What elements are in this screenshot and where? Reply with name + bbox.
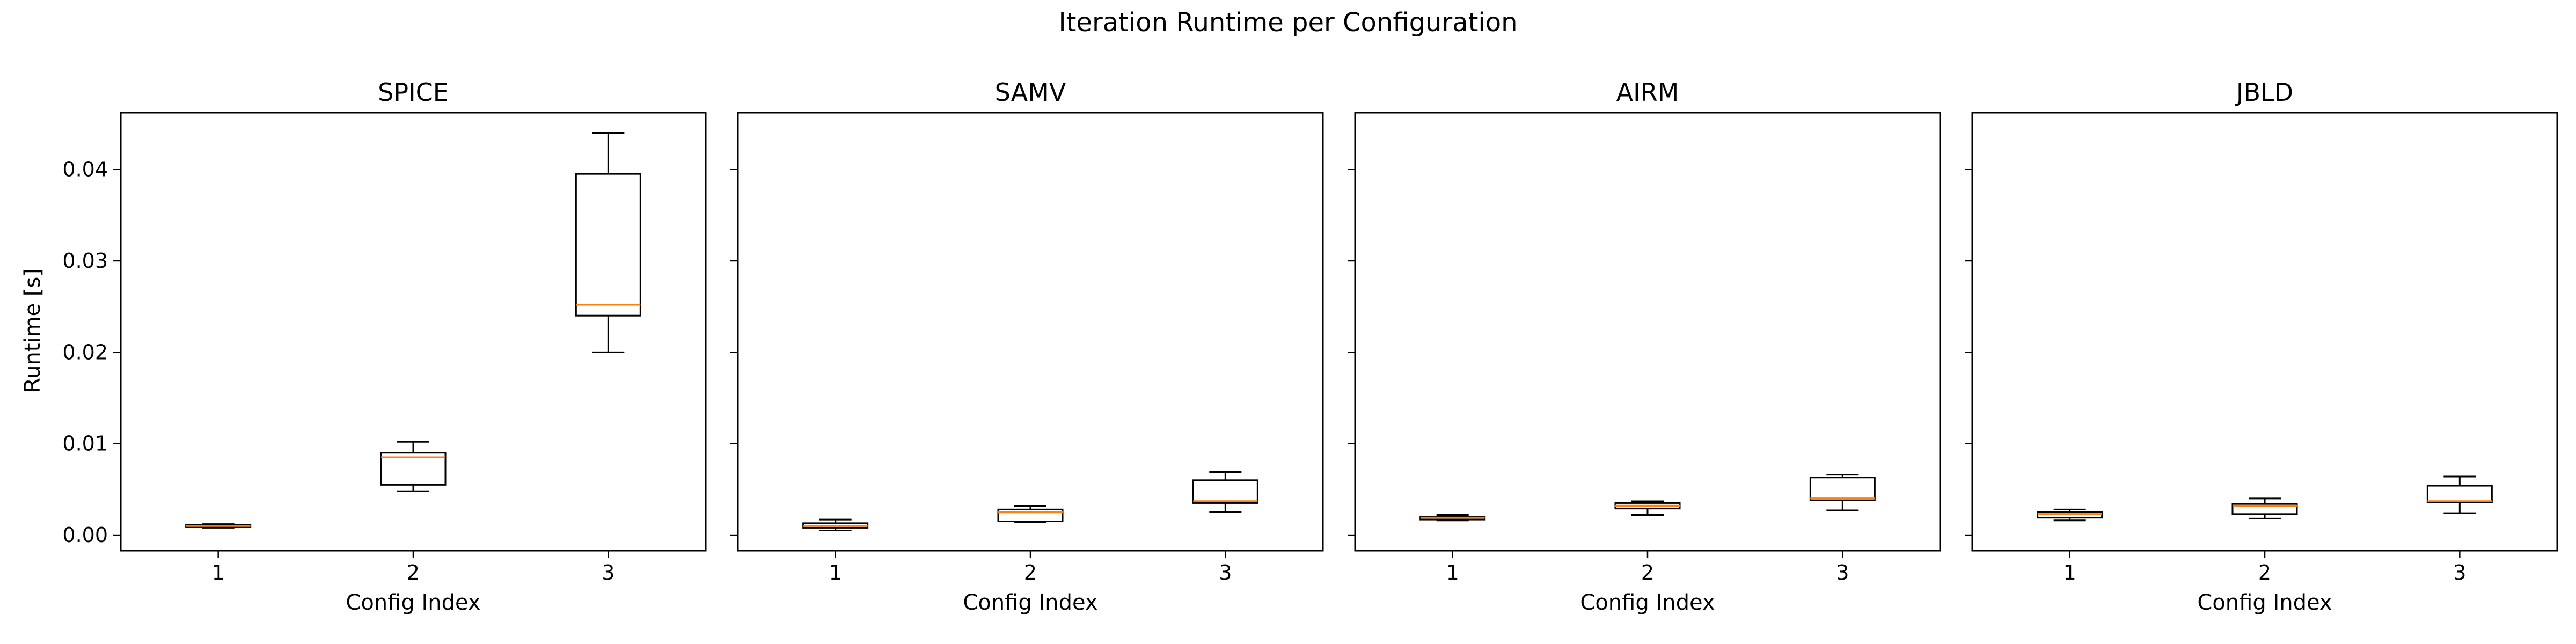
iqr-box — [575, 173, 641, 317]
iqr-box — [380, 452, 447, 486]
box-config-2 — [2231, 497, 2298, 519]
x-tick-label: 2 — [1024, 561, 1037, 584]
box-config-2 — [1614, 500, 1681, 516]
panel-spice: SPICE 0.00 0.01 0.02 0.03 0.04 1 2 3 Config Index — [62, 78, 707, 615]
panel-title: AIRM — [1616, 78, 1679, 107]
panel-samv: SAMV 1 2 3 Config Index — [730, 78, 1324, 615]
x-tick-label: 2 — [2258, 561, 2271, 584]
box-config-1 — [185, 523, 252, 529]
x-tick-label: 1 — [2063, 561, 2076, 584]
x-tick-label: 2 — [1641, 561, 1654, 584]
box-config-3 — [575, 131, 641, 353]
box-config-3 — [1809, 474, 1876, 511]
box-config-1 — [802, 518, 869, 532]
x-axis-label: Config Index — [1580, 590, 1715, 615]
panel-title: SPICE — [378, 78, 449, 107]
iqr-box — [1192, 479, 1258, 504]
x-tick-label: 1 — [212, 561, 225, 584]
x-tick-label: 1 — [1446, 561, 1459, 584]
panels-group: SPICE 0.00 0.01 0.02 0.03 0.04 1 2 3 Config Index… — [62, 78, 2558, 615]
y-tick-label: 0.02 — [62, 340, 108, 364]
panel-title: JBLD — [2235, 78, 2293, 107]
box-config-1 — [2037, 508, 2103, 522]
x-axis-label: Config Index — [963, 590, 1097, 615]
box-config-1 — [1419, 514, 1486, 522]
iqr-box — [1809, 477, 1876, 501]
panel-title: SAMV — [995, 78, 1066, 107]
y-tick-label: 0.03 — [62, 249, 108, 273]
x-tick-label: 3 — [602, 561, 614, 584]
x-tick-label: 1 — [829, 561, 842, 584]
panel-jbld: JBLD 1 2 3 Config Index — [1965, 78, 2558, 615]
iqr-box — [2231, 503, 2298, 515]
x-tick-label: 3 — [1836, 561, 1849, 584]
x-axis-label: Config Index — [2197, 590, 2332, 615]
y-tick-label: 0.04 — [62, 158, 108, 181]
panel-airm: AIRM 1 2 3 Config Index — [1348, 78, 1941, 615]
x-axis-label: Config Index — [346, 590, 480, 615]
y-tick-label: 0.00 — [62, 523, 108, 547]
y-axis-label: Runtime [s] — [20, 268, 45, 393]
box-config-2 — [380, 441, 447, 492]
box-config-2 — [997, 505, 1064, 523]
x-tick-label: 3 — [2453, 561, 2466, 584]
x-tick-label: 3 — [1219, 561, 1232, 584]
box-config-3 — [1192, 471, 1258, 513]
iqr-box — [997, 508, 1064, 522]
box-config-3 — [2426, 475, 2493, 514]
y-tick-label: 0.01 — [62, 432, 108, 456]
figure-title: Iteration Runtime per Configuration — [1058, 8, 1517, 38]
x-tick-label: 2 — [407, 561, 420, 584]
